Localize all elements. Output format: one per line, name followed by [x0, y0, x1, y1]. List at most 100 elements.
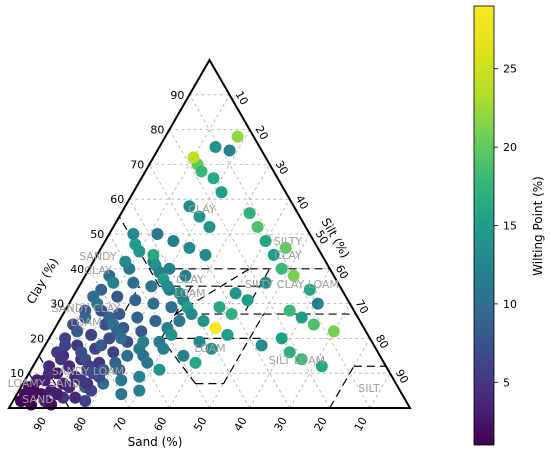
data-point [135, 325, 148, 338]
clay-tick-label: 80 [150, 124, 164, 137]
data-point [183, 200, 196, 213]
data-point [311, 297, 324, 310]
region-label: SAND [22, 393, 53, 406]
colorbar-ticks: 5 10 15 20 25 [494, 63, 517, 389]
grid-line-silt [289, 303, 351, 409]
data-point [259, 235, 272, 247]
region-label: SANDY CLAY LOAM [52, 302, 121, 329]
sand-tick-label: 10 [352, 415, 370, 434]
clay-tick-label: 60 [110, 193, 124, 206]
silt-tick-label: 90 [393, 367, 411, 386]
silt-tick-label: 30 [273, 158, 291, 177]
data-point [131, 311, 144, 324]
region-label: SILT [358, 382, 380, 395]
silt-tick-label: 60 [333, 263, 351, 282]
data-point [205, 342, 218, 355]
data-point [85, 328, 98, 341]
data-point [303, 283, 316, 296]
data-point [119, 255, 132, 268]
silt-tick-label: 70 [353, 298, 371, 317]
data-point [177, 349, 190, 362]
region-labels: CLAY SILTY CLAY SANDY CLAY CLAY LOAM SILTY CLAY… [8, 203, 380, 406]
colorbar-label: Wilting Point (%) [531, 176, 545, 276]
clay-tick-label: 40 [70, 263, 84, 276]
silt-tick-label: 20 [253, 124, 271, 143]
data-point [209, 322, 222, 334]
region-label: CLAY LOAM [174, 273, 205, 300]
data-point [145, 280, 158, 293]
data-point [127, 276, 140, 289]
data-point [215, 186, 228, 199]
sand-tick-label: 50 [191, 415, 209, 434]
data-point [165, 328, 178, 341]
data-point [223, 144, 236, 157]
data-point [283, 304, 296, 317]
grid-line-silt [369, 373, 391, 409]
data-point [157, 342, 170, 355]
data-point [103, 332, 116, 345]
data-point [129, 238, 142, 251]
silt-tick-label: 80 [373, 332, 391, 351]
colorbar-tick-label: 10 [503, 298, 517, 311]
region-label: SILTY CLAY LOAM [245, 278, 339, 291]
region-boundary [160, 285, 192, 339]
sand-tick-label: 60 [151, 415, 169, 434]
data-point [51, 388, 64, 401]
region-label: LOAMY SAND [8, 377, 81, 390]
data-point [147, 297, 160, 310]
data-point [197, 315, 210, 327]
data-point [193, 210, 206, 223]
data-point [275, 262, 288, 275]
region-label: SILTY CLAY [274, 235, 303, 262]
data-point [287, 269, 300, 282]
silt-tick-label: 10 [233, 89, 251, 108]
region-boundary [245, 268, 271, 311]
clay-tick-label: 70 [130, 158, 144, 171]
region-boundary [38, 355, 70, 409]
data-point [97, 363, 110, 376]
data-point [165, 301, 178, 314]
data-point [209, 141, 222, 153]
data-point [189, 356, 202, 369]
data-point [283, 346, 296, 359]
data-point [279, 241, 292, 254]
data-point [109, 356, 122, 369]
region-boundary [223, 313, 265, 384]
data-point [193, 335, 206, 348]
data-point [221, 328, 234, 341]
region-label: CLAY [188, 203, 216, 216]
data-point [185, 308, 198, 320]
region-label: SANDY LOAM [52, 365, 124, 378]
data-point [255, 339, 268, 352]
data-point [19, 388, 31, 401]
sand-tick-label: 40 [231, 415, 249, 434]
colorbar-tick-label: 20 [503, 141, 517, 154]
data-point [127, 228, 140, 240]
silt-tick-label: 40 [293, 193, 311, 212]
data-point [95, 339, 108, 352]
region-boundary [329, 365, 355, 409]
colorbar-gradient [473, 5, 495, 446]
data-point [153, 363, 166, 376]
data-point [31, 374, 44, 387]
data-point [161, 280, 174, 293]
data-point [63, 381, 76, 394]
data-point [183, 241, 196, 254]
sand-tick-label: 20 [312, 415, 330, 434]
data-point [81, 377, 94, 390]
colorbar: 5 10 15 20 25 Wilting Point (%) [473, 5, 545, 446]
data-point [115, 374, 128, 387]
data-point [59, 339, 72, 352]
data-point [307, 318, 320, 331]
data-point [275, 332, 288, 345]
data-point [133, 370, 146, 383]
data-point [163, 262, 176, 275]
data-point [327, 325, 340, 338]
sand-axis-label: Sand (%) [128, 435, 183, 449]
data-point [295, 353, 308, 366]
data-point [243, 207, 256, 220]
data-point [129, 294, 142, 307]
region-label: SANDY CLAY [79, 250, 117, 277]
